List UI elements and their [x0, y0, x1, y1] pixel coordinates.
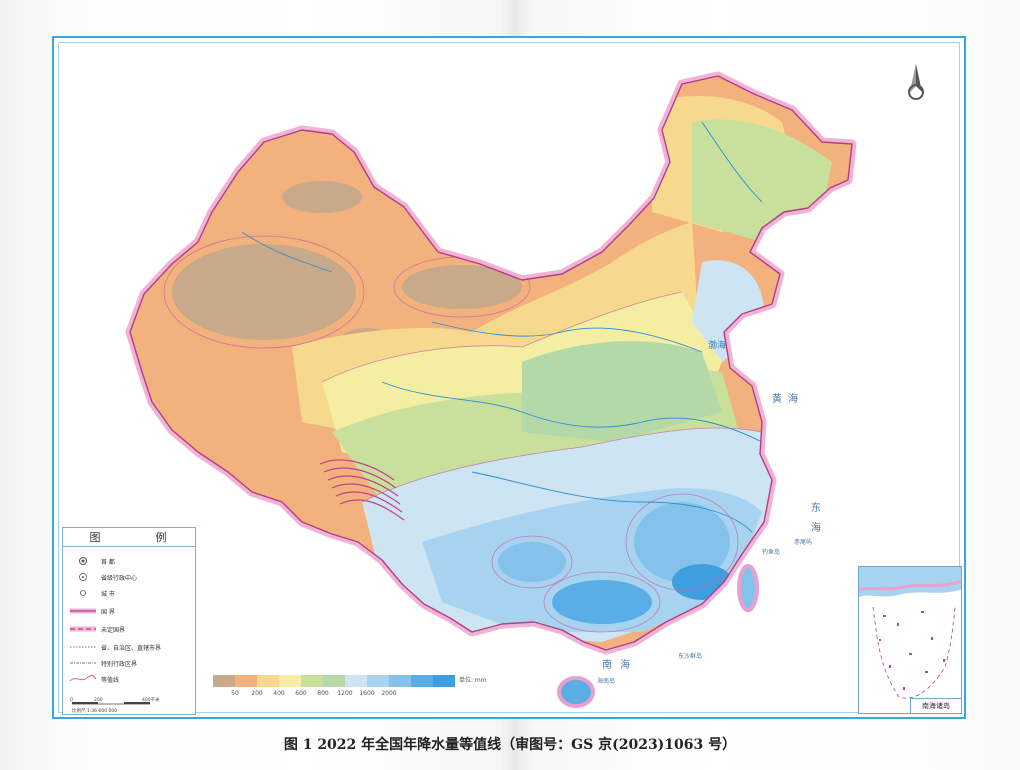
legend-label-city: 城 市	[101, 590, 115, 598]
scale-swatch	[235, 675, 257, 687]
legend-item-sar-border: 特别行政区界	[63, 656, 195, 670]
label-chiwei: 赤尾屿	[794, 538, 812, 546]
national-border-symbol-icon	[70, 608, 96, 614]
zone-2000-b	[552, 580, 652, 624]
scale-swatch	[433, 675, 455, 687]
scale-swatch	[301, 675, 323, 687]
dist-tick-200: 200	[94, 697, 103, 703]
north-arrow-icon	[908, 64, 924, 100]
scale-tick-label: 2000	[381, 690, 397, 697]
rivers	[241, 121, 763, 533]
legend-label-sar-border: 特别行政区界	[101, 660, 138, 668]
scale-tick-label: 800	[317, 690, 329, 697]
dist-tick-0: 0	[70, 697, 73, 703]
map-frame: 渤海 黄海 东海 南海 钓鱼岛 赤尾屿 海南岛 东沙群岛	[52, 36, 966, 719]
zone-2000-c	[672, 564, 732, 600]
precipitation-map: 渤海 黄海 东海 南海 钓鱼岛 赤尾屿 海南岛 东沙群岛	[125, 71, 857, 708]
sar-border-symbol-icon	[70, 662, 96, 664]
label-diaoyu: 钓鱼岛	[762, 548, 780, 556]
taiwan-island	[737, 564, 759, 612]
zone-tarim	[172, 244, 356, 340]
scale-swatches	[213, 675, 455, 687]
zone-1200-north	[522, 341, 722, 442]
dist-ratio: 比例尺 1:36 000 000	[72, 707, 117, 714]
legend-item-provincial-center: 省级行政中心	[63, 570, 195, 584]
scale-swatch	[213, 675, 235, 687]
label-bohai: 渤海	[708, 339, 726, 351]
scale-tick-label: 200	[251, 690, 263, 697]
scale-tick-label: 400	[273, 690, 285, 697]
legend-label-provincial-center: 省级行政中心	[101, 574, 138, 582]
city-symbol-icon	[80, 590, 86, 596]
inset-map	[859, 567, 961, 699]
inset-title: 南海诸岛	[910, 698, 962, 714]
label-dongsha: 东沙群岛	[678, 652, 702, 660]
zone-2000-a	[634, 502, 730, 582]
label-huanghai: 黄海	[772, 392, 804, 405]
legend-item-provincial-border: 省、自治区、直辖市界	[63, 640, 195, 654]
legend-label-undetermined-border: 未定国界	[101, 626, 126, 634]
legend-item-isoline: 等值线	[63, 672, 195, 686]
label-hainan: 海南岛	[597, 677, 615, 685]
legend-label-isoline: 等值线	[101, 676, 120, 684]
label-nanhai: 南海	[602, 658, 638, 671]
legend-label-provincial-border: 省、自治区、直辖市界	[101, 644, 162, 652]
scale-swatch	[367, 675, 389, 687]
scale-ticks: 50 200 400 600 800 1200 1600 2000	[213, 690, 455, 698]
south-china-sea-inset	[858, 566, 962, 714]
scale-swatch	[257, 675, 279, 687]
precip-zones	[130, 76, 852, 650]
legend-title-left: 图	[89, 531, 103, 544]
isoline-symbol-icon	[69, 675, 97, 682]
undetermined-border-symbol-icon	[70, 626, 96, 632]
dist-tick-400: 400千米	[142, 697, 160, 703]
capital-symbol-icon	[79, 557, 87, 565]
legend-label-capital: 首 都	[101, 558, 115, 566]
zone-2000-d	[498, 542, 566, 582]
zone-junggar	[282, 181, 362, 213]
national-border	[129, 75, 853, 651]
provincial-border-symbol-icon	[70, 646, 96, 648]
distance-scale: 0 200 400千米 比例尺 1:36 000 000	[70, 697, 160, 714]
scale-tick-label: 600	[295, 690, 307, 697]
scale-swatch	[345, 675, 367, 687]
scale-tick-label: 1600	[359, 690, 375, 697]
hainan-island	[557, 676, 595, 708]
isolines	[163, 235, 763, 633]
label-donghai: 东海	[809, 501, 821, 542]
legend-panel: 图 例 首 都 省级行政中心 城 市 国 界 未定国界 省、自治区、直辖市界 特…	[62, 527, 196, 715]
scale-swatch	[411, 675, 433, 687]
scale-tick-label: 50	[231, 690, 239, 697]
legend-title-right: 例	[155, 531, 169, 544]
scale-unit: 单位: mm	[459, 677, 487, 684]
provincial-center-icon	[79, 573, 87, 581]
figure-caption: 图 1 2022 年全国年降水量等值线（审图号：GS 京(2023)1063 号…	[283, 737, 737, 753]
scale-swatch	[323, 675, 345, 687]
himalaya-contours	[319, 459, 405, 521]
scale-swatch	[279, 675, 301, 687]
legend-label-national-border: 国 界	[101, 608, 115, 616]
legend-item-national-border: 国 界	[63, 604, 195, 618]
zone-alxa	[402, 265, 522, 309]
legend-item-capital: 首 都	[63, 554, 195, 568]
scale-tick-label: 1200	[337, 690, 353, 697]
legend-title: 图 例	[63, 528, 195, 547]
scale-swatch	[389, 675, 411, 687]
precip-color-scale: 单位: mm	[213, 675, 487, 687]
legend-item-undetermined-border: 未定国界	[63, 622, 195, 636]
legend-item-city: 城 市	[63, 586, 195, 600]
